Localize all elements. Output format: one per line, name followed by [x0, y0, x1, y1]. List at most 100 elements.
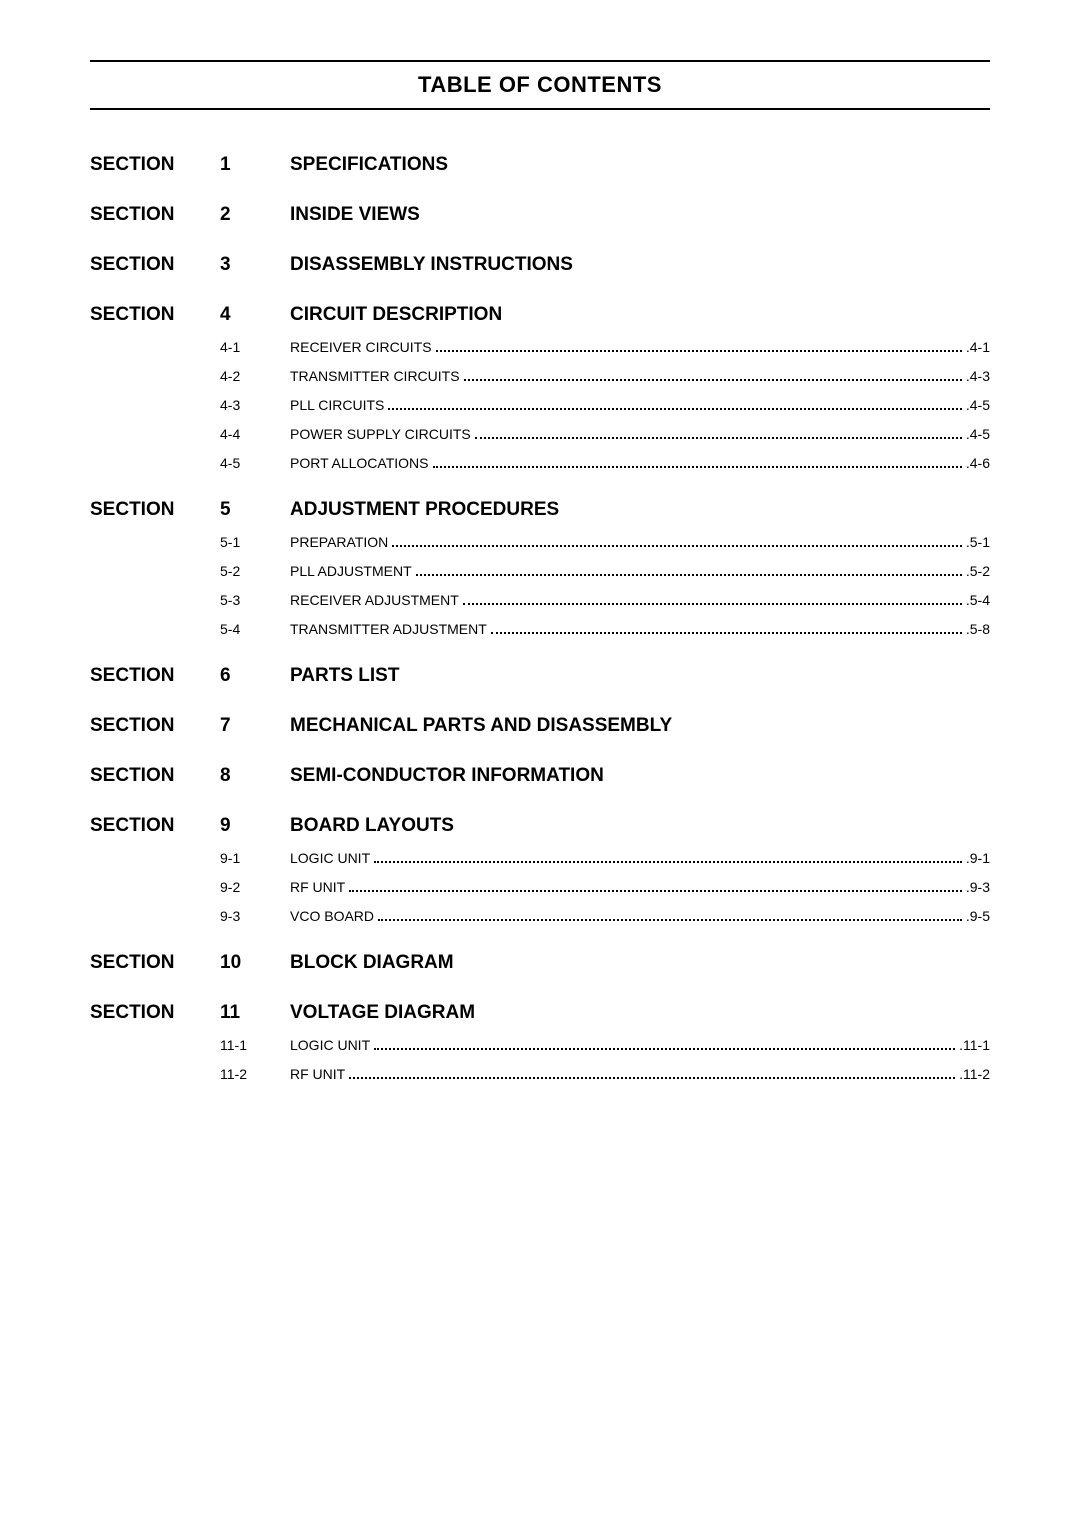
- subsection-row: 5-4TRANSMITTER ADJUSTMENT.5-8: [90, 622, 990, 637]
- subsection-row: 11-1LOGIC UNIT.11-1: [90, 1038, 990, 1053]
- subsection-title: PREPARATION: [290, 535, 388, 549]
- subsection-page: .9-3: [966, 880, 990, 894]
- section-label: SECTION: [90, 765, 220, 787]
- section-block: SECTION3DISASSEMBLY INSTRUCTIONS: [90, 254, 990, 276]
- section-row: SECTION6PARTS LIST: [90, 665, 990, 687]
- subsection-number: 5-2: [220, 564, 290, 578]
- subsection-number: 4-3: [220, 398, 290, 412]
- subsection-title: POWER SUPPLY CIRCUITS: [290, 427, 471, 441]
- subsection-list: 4-1RECEIVER CIRCUITS.4-1 4-2TRANSMITTER C…: [90, 340, 990, 471]
- section-label: SECTION: [90, 499, 220, 521]
- dot-leader: [436, 350, 962, 352]
- subsection-row: 5-2PLL ADJUSTMENT.5-2: [90, 564, 990, 579]
- subsection-row: 11-2RF UNIT .11-2: [90, 1067, 990, 1082]
- subsection-page: .4-5: [966, 427, 990, 441]
- subsection-title-wrap: LOGIC UNIT.11-1: [290, 1038, 990, 1053]
- subsection-title-wrap: PREPARATION.5-1: [290, 535, 990, 550]
- subsection-number: 11-2: [220, 1067, 290, 1081]
- dot-leader: [378, 919, 962, 921]
- page-title: TABLE OF CONTENTS: [418, 72, 662, 97]
- subsection-row: 4-1RECEIVER CIRCUITS.4-1: [90, 340, 990, 355]
- subsection-title-wrap: PLL ADJUSTMENT.5-2: [290, 564, 990, 579]
- subsection-page: .4-5: [966, 398, 990, 412]
- subsection-title: PORT ALLOCATIONS: [290, 456, 429, 470]
- subsection-page: .11-2: [959, 1067, 990, 1081]
- section-label: SECTION: [90, 204, 220, 226]
- section-heading: ADJUSTMENT PROCEDURES: [290, 499, 559, 521]
- section-number: 3: [220, 254, 290, 276]
- section-heading: SEMI-CONDUCTOR INFORMATION: [290, 765, 604, 787]
- section-number: 6: [220, 665, 290, 687]
- subsection-row: 4-5PORT ALLOCATIONS.4-6: [90, 456, 990, 471]
- section-block: SECTION4CIRCUIT DESCRIPTION 4-1RECEIVER C…: [90, 304, 990, 471]
- section-heading: DISASSEMBLY INSTRUCTIONS: [290, 254, 573, 276]
- section-label: SECTION: [90, 665, 220, 687]
- section-row: SECTION9BOARD LAYOUTS: [90, 815, 990, 837]
- subsection-page: .4-3: [966, 369, 990, 383]
- subsection-row: 9-3VCO BOARD.9-5: [90, 909, 990, 924]
- subsection-row: 9-1LOGIC UNIT.9-1: [90, 851, 990, 866]
- section-number: 2: [220, 204, 290, 226]
- dot-leader: [349, 1077, 955, 1079]
- section-block: SECTION9BOARD LAYOUTS9-1LOGIC UNIT.9-19-…: [90, 815, 990, 924]
- dot-leader: [475, 437, 962, 439]
- section-heading: PARTS LIST: [290, 665, 399, 687]
- subsection-list: 11-1LOGIC UNIT.11-111-2RF UNIT.11-2: [90, 1038, 990, 1082]
- section-block: SECTION11VOLTAGE DIAGRAM11-1LOGIC UNIT.1…: [90, 1002, 990, 1082]
- subsection-row: 9-2RF UNIT .9-3: [90, 880, 990, 895]
- section-heading: CIRCUIT DESCRIPTION: [290, 304, 502, 326]
- section-number: 4: [220, 304, 290, 326]
- section-row: SECTION1SPECIFICATIONS: [90, 154, 990, 176]
- section-label: SECTION: [90, 154, 220, 176]
- dot-leader: [388, 408, 961, 410]
- section-label: SECTION: [90, 815, 220, 837]
- section-block: SECTION8SEMI-CONDUCTOR INFORMATION: [90, 765, 990, 787]
- section-heading: BOARD LAYOUTS: [290, 815, 454, 837]
- dot-leader: [392, 545, 962, 547]
- subsection-page: .11-1: [959, 1038, 990, 1052]
- subsection-title: PLL CIRCUITS: [290, 398, 384, 412]
- subsection-page: .4-1: [966, 340, 990, 354]
- subsection-number: 4-2: [220, 369, 290, 383]
- subsection-list: 5-1PREPARATION.5-15-2PLL ADJUSTMENT.5-25…: [90, 535, 990, 637]
- section-label: SECTION: [90, 254, 220, 276]
- section-number: 7: [220, 715, 290, 737]
- dot-leader: [374, 1048, 955, 1050]
- subsection-title-wrap: RECEIVER ADJUSTMENT .5-4: [290, 593, 990, 608]
- subsection-number: 9-1: [220, 851, 290, 865]
- section-number: 5: [220, 499, 290, 521]
- section-block: SECTION6PARTS LIST: [90, 665, 990, 687]
- dot-leader: [433, 466, 962, 468]
- section-block: SECTION5ADJUSTMENT PROCEDURES5-1PREPARAT…: [90, 499, 990, 637]
- section-number: 9: [220, 815, 290, 837]
- subsection-number: 9-2: [220, 880, 290, 894]
- subsection-title: RF UNIT: [290, 1067, 345, 1081]
- subsection-number: 11-1: [220, 1038, 290, 1052]
- subsection-title: TRANSMITTER CIRCUITS: [290, 369, 460, 383]
- section-number: 8: [220, 765, 290, 787]
- subsection-page: .4-6: [966, 456, 990, 470]
- subsection-title: RECEIVER ADJUSTMENT: [290, 593, 459, 607]
- dot-leader: [491, 632, 962, 634]
- section-label: SECTION: [90, 1002, 220, 1024]
- subsection-number: 4-1: [220, 340, 290, 354]
- subsection-row: 4-4POWER SUPPLY CIRCUITS.4-5: [90, 427, 990, 442]
- subsection-title: RF UNIT: [290, 880, 345, 894]
- subsection-title-wrap: LOGIC UNIT.9-1: [290, 851, 990, 866]
- section-block: SECTION1SPECIFICATIONS: [90, 154, 990, 176]
- dot-leader: [463, 603, 962, 605]
- section-number: 11: [220, 1002, 290, 1024]
- dot-leader: [349, 890, 962, 892]
- section-row: SECTION8SEMI-CONDUCTOR INFORMATION: [90, 765, 990, 787]
- subsection-page: .5-4: [966, 593, 990, 607]
- section-row: SECTION2INSIDE VIEWS: [90, 204, 990, 226]
- subsection-title-wrap: TRANSMITTER CIRCUITS .4-3: [290, 369, 990, 384]
- subsection-title: VCO BOARD: [290, 909, 374, 923]
- section-row: SECTION7MECHANICAL PARTS AND DISASSEMBLY: [90, 715, 990, 737]
- section-heading: SPECIFICATIONS: [290, 154, 448, 176]
- section-number: 1: [220, 154, 290, 176]
- sections-container: SECTION1SPECIFICATIONSSECTION2INSIDE VIE…: [90, 154, 990, 1082]
- dot-leader: [416, 574, 962, 576]
- section-label: SECTION: [90, 304, 220, 326]
- section-label: SECTION: [90, 715, 220, 737]
